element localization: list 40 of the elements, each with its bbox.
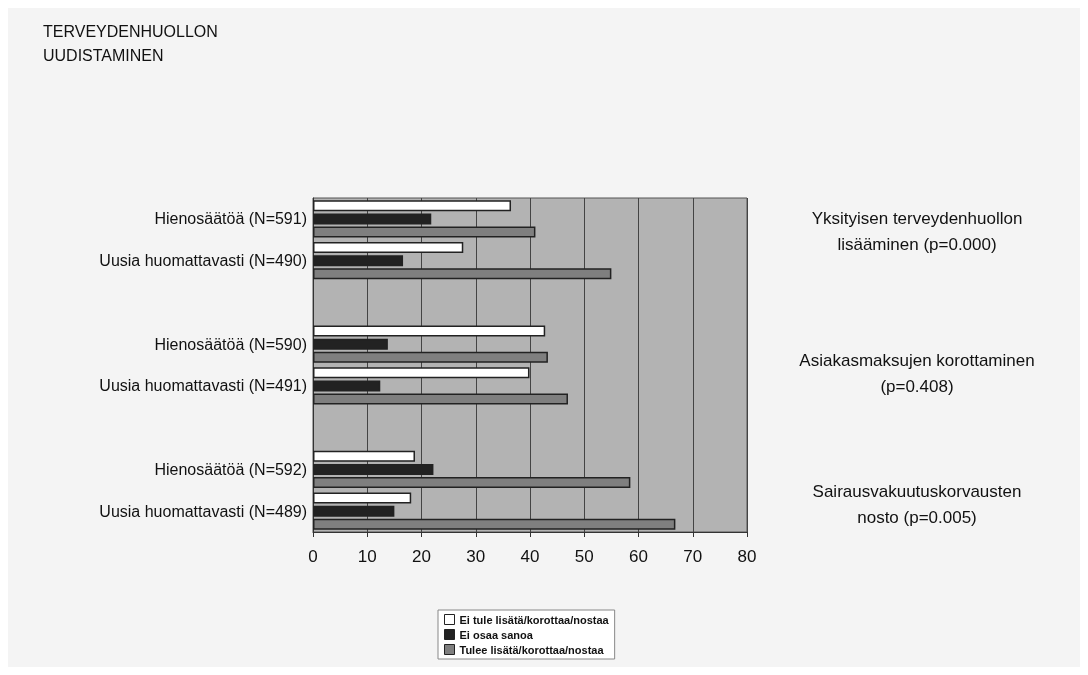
- bar: [313, 200, 512, 212]
- x-tick-label: 50: [574, 547, 594, 566]
- bar: [313, 241, 464, 253]
- x-tick-label: 60: [629, 547, 648, 566]
- legend-label: Ei osaa sanoa: [459, 628, 534, 641]
- bar: [313, 255, 404, 267]
- y-tick-label: Hienosäätöä (N=590): [154, 335, 307, 353]
- bar: [313, 367, 530, 379]
- bar: [313, 505, 395, 517]
- x-tick-label: 10: [357, 547, 377, 566]
- text: Asiakasmaksujen korottaminen (p=0.408): [799, 350, 1035, 396]
- legend-label: Ei tule lisätä/korottaa/nostaa: [459, 613, 610, 626]
- x-tick-label: 0: [308, 547, 318, 566]
- bar: [313, 477, 631, 489]
- text: Sairausvakuutuskorvausten nosto (p=0.005): [812, 481, 1022, 527]
- bar: [313, 492, 412, 504]
- y-tick-label: Hienosäätöä (N=591): [154, 210, 307, 228]
- bar: [313, 351, 548, 363]
- text: Yksityisen terveydenhuollon lisääminen (p=0.000): [811, 209, 1023, 255]
- bar: [313, 463, 434, 475]
- y-tick-label: Uusia huomattavasti (N=490): [99, 252, 307, 270]
- bar: [313, 393, 568, 405]
- y-tick-label: Hienosäätöä (N=592): [154, 460, 307, 478]
- bar: [313, 213, 432, 225]
- x-tick-label: 20: [412, 547, 431, 566]
- bar: [313, 380, 381, 392]
- bar: [313, 518, 676, 530]
- x-tick-label: 80: [737, 547, 757, 566]
- text: TERVEYDENHUOLLON UUDISTAMINEN: [43, 22, 218, 64]
- bar: [313, 325, 546, 337]
- x-tick-label: 70: [683, 547, 703, 566]
- legend-label: Tulee lisätä/korottaa/nostaa: [459, 643, 605, 656]
- x-tick-label: 30: [466, 547, 486, 566]
- y-tick-label: Uusia huomattavasti (N=489): [99, 502, 307, 520]
- bar: [313, 338, 388, 350]
- x-tick-label: 40: [520, 547, 540, 566]
- bar: [313, 450, 415, 462]
- bar: [313, 268, 612, 280]
- bar: [313, 226, 536, 238]
- y-tick-label: Uusia huomattavasti (N=491): [99, 377, 307, 395]
